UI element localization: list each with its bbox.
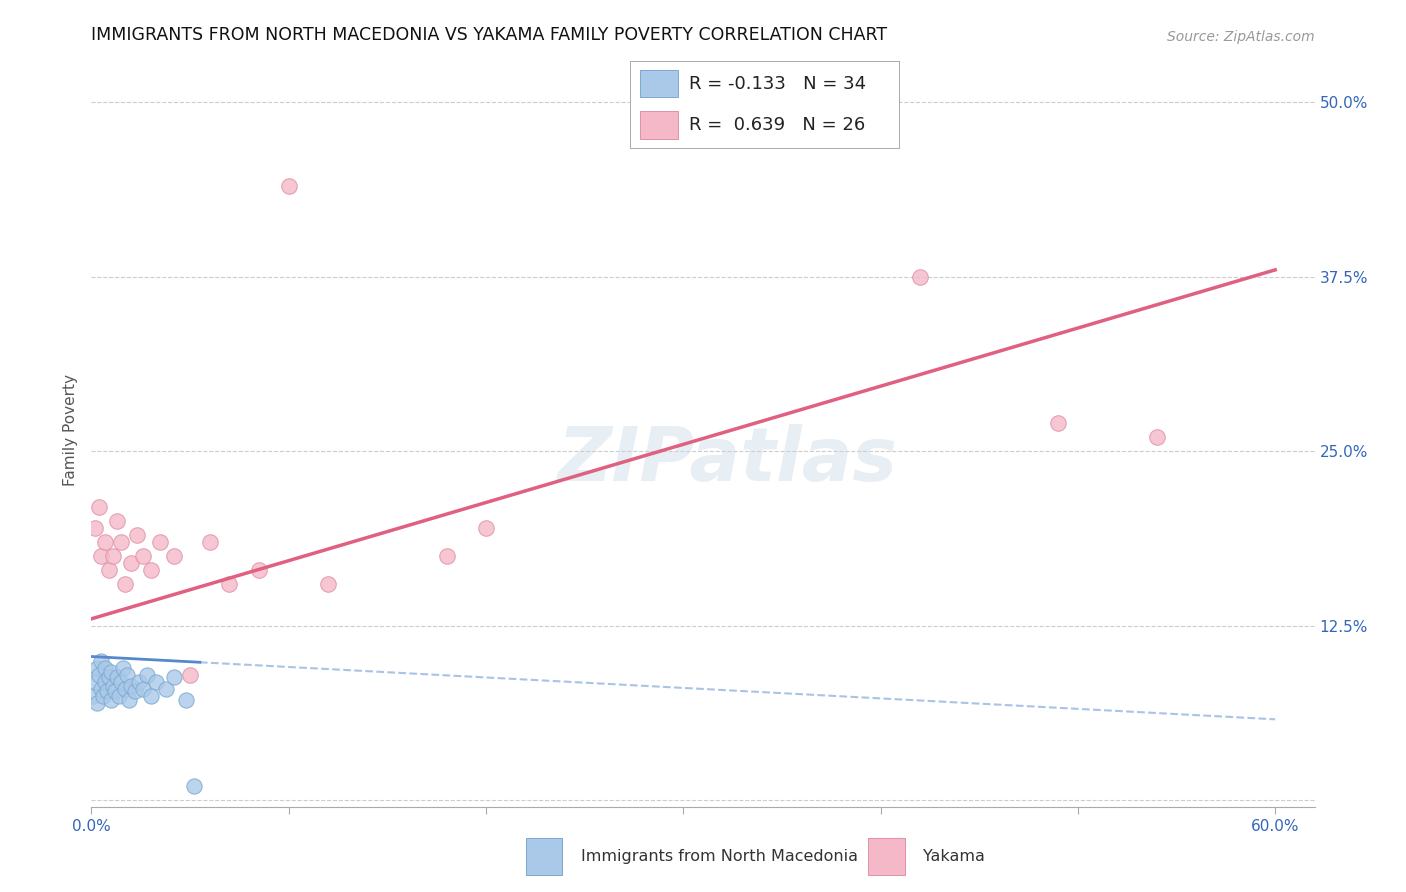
Point <box>131 681 153 696</box>
Point <box>84 674 107 689</box>
Point <box>247 563 270 577</box>
Point <box>91 689 114 703</box>
Point <box>105 514 128 528</box>
Point <box>94 674 117 689</box>
Point <box>183 780 205 794</box>
Point <box>89 667 111 681</box>
Point <box>115 667 138 681</box>
Text: IMMIGRANTS FROM NORTH MACEDONIA VS YAKAMA FAMILY POVERTY CORRELATION CHART: IMMIGRANTS FROM NORTH MACEDONIA VS YAKAM… <box>91 26 887 44</box>
Point <box>90 681 112 696</box>
Point <box>86 696 108 710</box>
Point <box>108 689 131 703</box>
Point <box>101 679 124 693</box>
Point <box>436 549 458 563</box>
Point <box>908 269 931 284</box>
Y-axis label: Family Poverty: Family Poverty <box>63 375 79 486</box>
Text: ZIPatlas: ZIPatlas <box>557 424 897 497</box>
Point <box>124 684 146 698</box>
Point <box>139 689 162 703</box>
Point <box>94 535 117 549</box>
Point <box>86 661 108 675</box>
Point <box>179 667 201 681</box>
Point <box>120 679 142 693</box>
Point <box>82 689 104 703</box>
Point <box>120 556 142 570</box>
Point <box>316 577 339 591</box>
Point <box>475 521 498 535</box>
Point <box>90 654 112 668</box>
Point <box>114 681 136 696</box>
Point <box>100 693 122 707</box>
Point <box>149 535 172 549</box>
Point <box>118 693 141 707</box>
Point <box>98 563 121 577</box>
Point <box>163 670 186 684</box>
Point <box>101 549 124 563</box>
Point <box>125 528 148 542</box>
Point <box>89 500 111 515</box>
Point <box>155 681 177 696</box>
Point <box>128 674 150 689</box>
Point <box>111 661 134 675</box>
Point <box>145 674 167 689</box>
Point <box>96 684 118 698</box>
Point <box>277 179 299 194</box>
Point <box>218 577 240 591</box>
Point <box>100 665 122 679</box>
Point <box>139 563 162 577</box>
Point <box>1047 417 1070 431</box>
Point <box>135 667 157 681</box>
Point <box>105 670 128 684</box>
Point <box>198 535 221 549</box>
Point <box>84 521 107 535</box>
Point <box>104 684 127 698</box>
Point <box>98 670 121 684</box>
Point <box>94 661 117 675</box>
Point <box>114 577 136 591</box>
Point <box>131 549 153 563</box>
Text: Source: ZipAtlas.com: Source: ZipAtlas.com <box>1167 30 1315 45</box>
Point <box>174 693 197 707</box>
Point <box>1146 430 1168 444</box>
Point <box>90 549 112 563</box>
Point <box>110 674 132 689</box>
Point <box>110 535 132 549</box>
Point <box>163 549 186 563</box>
